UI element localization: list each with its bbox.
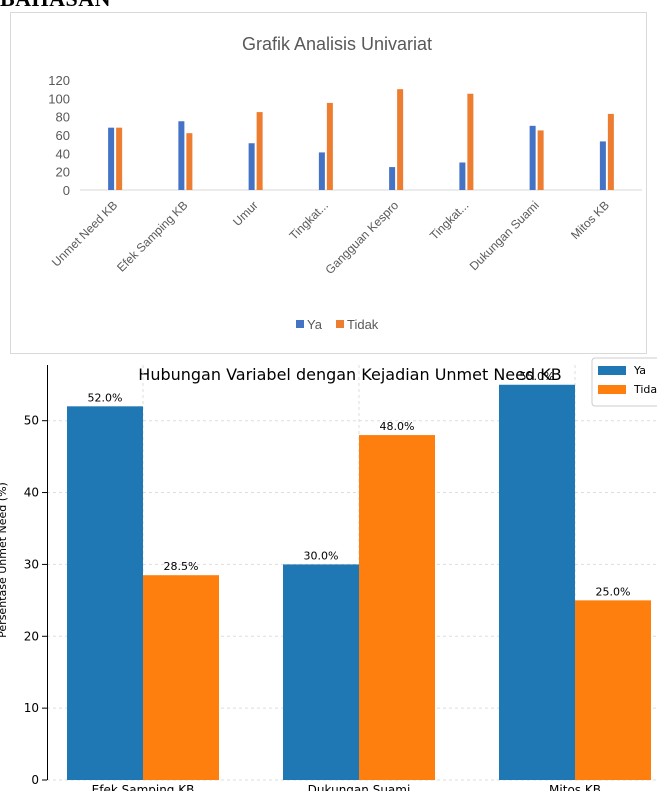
bar-tidak [186,133,193,190]
legend-label-tidak: Tidak [347,317,379,332]
bar-ya [318,152,325,190]
bar-ya [459,162,466,190]
legend: Ya Tidak [591,357,657,407]
y-tick-label: 0 [63,183,70,198]
bar-tidak [537,130,544,190]
y-tick-label: 40 [56,146,70,161]
y-tick-label: 40 [24,486,39,500]
univariate-chart: Grafik Analisis Univariat 0 20 40 60 80 100 12… [48,34,642,332]
y-axis-label: Persentase Unmet Need (%) [0,482,9,638]
bar-ya [108,127,115,190]
y-tick-label: 80 [56,110,70,125]
chart-title: Grafik Analisis Univariat [242,34,432,54]
bar-ya [283,564,359,780]
x-tick-label: Efek Samping KB [92,783,195,791]
y-tick-label: 60 [56,128,70,143]
legend-swatch-ya [598,366,626,375]
y-tick-label: 100 [48,91,70,106]
bar-ya [389,167,396,190]
y-tick-label: 20 [56,165,70,180]
page-heading: BAHASAN [0,0,111,12]
data-label: 48.0% [380,420,415,433]
bar-tidak [116,127,123,190]
bar-tidak [397,89,404,190]
bar-ya [599,141,606,190]
x-tick-label: Dukungan Suami [308,783,411,791]
legend: Ya Tidak [296,317,379,332]
y-axis-line [47,365,48,780]
bar-tidak [143,575,219,780]
y-tick-label: 120 [48,73,70,88]
bar-tidak [256,112,263,190]
bar-ya [178,121,185,190]
legend-label-tidak: Tidak [633,383,657,396]
data-label: 25.0% [596,585,631,598]
y-tick-label: 0 [31,773,39,787]
data-label: 55.0% [520,370,555,383]
data-label: 30.0% [304,549,339,562]
data-label: 28.5% [164,560,199,573]
legend-label-ya: Ya [307,317,323,332]
bar-ya [529,125,536,190]
y-tick-label: 50 [24,414,39,428]
y-tick-label: 10 [24,701,39,715]
bar-tidak [575,600,651,780]
bar-ya [248,143,255,190]
legend-swatch-tidak [598,385,626,394]
bar-tidak [607,113,614,190]
legend-box [591,357,657,407]
data-label: 52.0% [88,391,123,404]
bar-ya [67,406,143,780]
bar-tidak [467,93,474,190]
y-tick-label: 30 [24,557,39,571]
bar-tidak [326,102,333,190]
legend-label-ya: Ya [633,364,646,377]
legend-swatch-ya [296,320,304,328]
bar-ya [499,384,575,780]
y-tick-label: 20 [24,629,39,643]
chart-title: Hubungan Variabel dengan Kejadian Unmet … [138,365,561,384]
x-tick-label: Mitos KB [549,783,601,791]
legend-swatch-tidak [336,320,344,328]
bar-tidak [359,435,435,780]
